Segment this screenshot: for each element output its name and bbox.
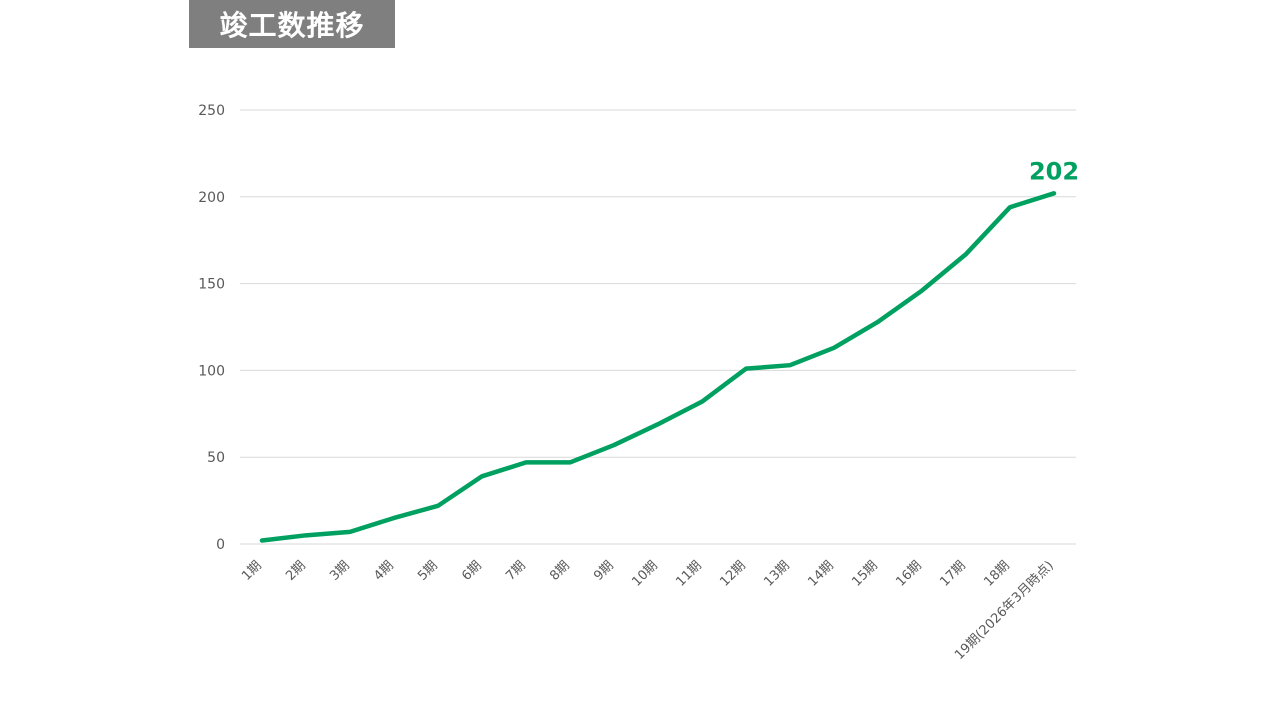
x-tick-label: 13期	[761, 558, 792, 589]
y-tick-label: 200	[198, 190, 225, 206]
y-tick-label: 50	[207, 450, 225, 466]
data-label: 202	[1029, 157, 1079, 185]
x-tick-label: 4期	[371, 558, 397, 584]
x-tick-label: 1期	[239, 558, 265, 584]
x-tick-label: 10期	[629, 558, 660, 589]
x-tick-label: 7期	[503, 558, 529, 584]
y-tick-label: 100	[198, 363, 225, 379]
x-tick-label: 5期	[415, 558, 441, 584]
x-tick-label: 17期	[937, 558, 968, 589]
y-tick-label: 0	[216, 537, 225, 553]
x-tick-label: 8期	[547, 558, 573, 584]
x-tick-label: 15期	[849, 558, 880, 589]
x-tick-label: 16期	[893, 558, 924, 589]
x-tick-label: 2期	[283, 558, 309, 584]
x-tick-label: 14期	[805, 558, 836, 589]
x-tick-label: 11期	[673, 558, 704, 589]
x-tick-label: 9期	[591, 558, 617, 584]
y-tick-label: 250	[198, 103, 225, 119]
series-line	[259, 191, 1057, 543]
x-tick-label: 18期	[981, 558, 1012, 589]
chart-title: 竣工数推移	[189, 0, 395, 48]
x-tick-label: 3期	[327, 558, 353, 584]
x-tick-label: 6期	[459, 558, 485, 584]
x-tick-label: 12期	[717, 558, 748, 589]
y-tick-label: 150	[198, 277, 225, 293]
